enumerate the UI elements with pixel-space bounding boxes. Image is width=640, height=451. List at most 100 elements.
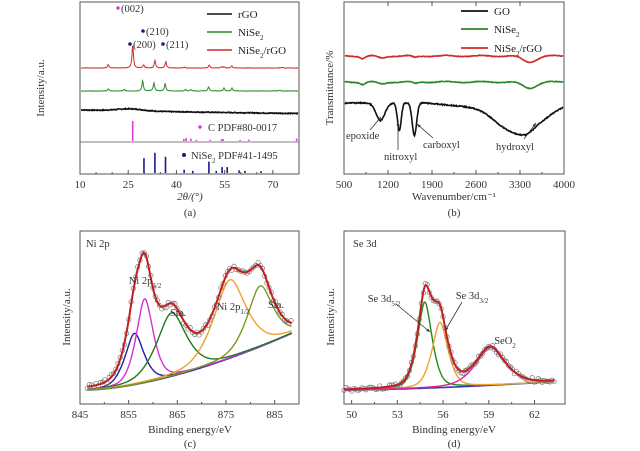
panel-c-xps-ni2p: Ni 2p 845 855 865 875 885 Ni 2p3/2 Sta. Ni 2p1… bbox=[61, 230, 300, 450]
peak-annotation: Ni 2p1/2 bbox=[217, 302, 250, 316]
peak-annotation: Ni 2p3/2 bbox=[129, 276, 162, 290]
band-annotation: hydroxyl bbox=[496, 142, 534, 153]
band-annotation: carboxyl bbox=[423, 140, 460, 151]
panel-d-frame bbox=[343, 230, 566, 405]
panel-a-label: (a) bbox=[184, 207, 197, 219]
legend-label: NiSe2 bbox=[494, 24, 520, 39]
x-tick-label: 4000 bbox=[553, 179, 576, 191]
panel-d-xps-se3d: Se 3d 50 53 56 59 62 Se 3d5/2 Se 3d3/2 SeO2 In… bbox=[325, 230, 566, 450]
panel-d-series bbox=[341, 280, 557, 394]
panel-b-label: (b) bbox=[448, 207, 461, 219]
panel-c-x-label: Binding energy/eV bbox=[148, 424, 232, 436]
legend-label: NiSe2 bbox=[238, 27, 264, 42]
legend-label: NiSe2/rGO bbox=[494, 43, 542, 58]
legend-label: NiSe2/rGO bbox=[238, 45, 286, 60]
x-tick-label: 10 bbox=[75, 179, 87, 191]
panel-d-x-ticks: 50 53 56 59 62 bbox=[346, 400, 540, 421]
x-tick-label: 40 bbox=[171, 179, 183, 191]
peak-annotation: (002) bbox=[121, 4, 144, 15]
panel-b-series bbox=[344, 54, 564, 138]
series-line-rgo bbox=[81, 107, 299, 116]
arrow-head-icon bbox=[417, 124, 421, 128]
panel-a-frame bbox=[79, 1, 300, 175]
series-line-nise2 bbox=[80, 78, 299, 92]
x-tick-label: 875 bbox=[218, 409, 235, 421]
peak-annotation: SeO2 bbox=[494, 336, 516, 350]
diamond-marker-icon bbox=[197, 124, 203, 130]
x-tick-label: 55 bbox=[219, 179, 231, 191]
x-tick-label: 885 bbox=[266, 409, 283, 421]
x-tick-label: 25 bbox=[123, 179, 135, 191]
data-point-circle bbox=[255, 259, 261, 265]
legend-label: GO bbox=[494, 6, 510, 18]
arrow-head-icon bbox=[396, 122, 400, 126]
x-tick-label: 2600 bbox=[465, 179, 488, 191]
arrow-head-icon bbox=[426, 328, 430, 332]
panel-a-series bbox=[80, 45, 299, 116]
x-tick-label: 70 bbox=[267, 179, 279, 191]
panel-c-title: Ni 2p bbox=[86, 239, 110, 250]
peak-annotation: Se 3d3/2 bbox=[456, 291, 489, 305]
panel-b-y-label: Transmittance/% bbox=[324, 51, 336, 126]
data-point-circle bbox=[470, 361, 476, 367]
circle-marker-icon bbox=[128, 42, 132, 46]
arrow-head-icon bbox=[445, 327, 449, 331]
panel-b-legend: GO NiSe2 NiSe2/rGO bbox=[461, 6, 542, 58]
panel-c-series bbox=[84, 250, 294, 391]
panel-a-x-label: 2θ/(°) bbox=[177, 191, 203, 203]
panel-d-x-label: Binding energy/eV bbox=[412, 424, 496, 436]
panel-a-reference-sticks: C PDF#80-0017 NiSe2 PDF#41-1495 bbox=[131, 121, 298, 173]
peak-annotation: (210) bbox=[146, 27, 169, 38]
series-line-nise2-rgo bbox=[81, 45, 299, 69]
fit-component-line bbox=[87, 285, 292, 391]
arrow-line bbox=[395, 303, 431, 333]
arrow-head-icon bbox=[532, 123, 536, 127]
panel-d-annotations: Se 3d5/2 Se 3d3/2 SeO2 bbox=[368, 291, 517, 350]
band-annotation: epoxide bbox=[346, 131, 380, 142]
fit-component-line bbox=[87, 298, 292, 390]
panel-a-xrd: 10 25 40 55 70 C PDF#80-0017 NiSe2 PDF#41-149… bbox=[35, 1, 300, 219]
circle-marker-icon bbox=[141, 29, 145, 33]
data-point-circle bbox=[436, 301, 442, 307]
envelope-fit-line bbox=[344, 284, 555, 391]
x-tick-label: 1200 bbox=[377, 179, 400, 191]
envelope-fit-line bbox=[87, 251, 292, 388]
x-tick-label: 56 bbox=[438, 409, 450, 421]
legend-label: rGO bbox=[238, 9, 258, 21]
circle-marker-icon bbox=[161, 42, 165, 46]
peak-annotation: Sta. bbox=[170, 308, 186, 319]
diamond-marker-icon bbox=[115, 5, 121, 11]
circle-marker-icon bbox=[182, 153, 186, 157]
panel-c-frame bbox=[79, 230, 300, 405]
arrow-line bbox=[444, 301, 463, 332]
x-tick-label: 62 bbox=[529, 409, 540, 421]
peak-annotation: (211) bbox=[166, 40, 189, 51]
panel-b-annotations: epoxide nitroxyl carboxyl hydroxyl bbox=[346, 116, 537, 163]
reference-label-c: C PDF#80-0017 bbox=[208, 123, 277, 134]
x-tick-label: 845 bbox=[72, 409, 89, 421]
series-line-nise2-rgo bbox=[344, 54, 564, 64]
panel-d-y-label: Intensity/a.u. bbox=[325, 288, 337, 346]
x-tick-label: 59 bbox=[483, 409, 495, 421]
panel-b-x-ticks: 500 1200 1900 2600 3300 4000 bbox=[336, 2, 576, 191]
panel-d-title: Se 3d bbox=[353, 239, 377, 250]
x-tick-label: 3300 bbox=[509, 179, 532, 191]
peak-annotation: Sta. bbox=[268, 300, 284, 311]
panel-c-label: (c) bbox=[184, 438, 197, 450]
panel-a-x-ticks: 10 25 40 55 70 bbox=[75, 170, 279, 191]
arrow-head-icon bbox=[377, 117, 381, 121]
panel-c-annotations: Ni 2p3/2 Sta. Ni 2p1/2 Sta. bbox=[129, 276, 284, 319]
panel-d-label: (d) bbox=[448, 438, 461, 450]
panel-c-y-label: Intensity/a.u. bbox=[61, 288, 73, 346]
x-tick-label: 50 bbox=[346, 409, 358, 421]
x-tick-label: 865 bbox=[169, 409, 186, 421]
panel-c-x-ticks: 845 855 865 875 885 bbox=[72, 400, 283, 421]
peak-annotation: (200) bbox=[133, 40, 156, 51]
series-line-nise2 bbox=[344, 80, 564, 90]
reference-label-nise2: NiSe2 PDF#41-1495 bbox=[191, 151, 278, 165]
band-annotation: nitroxyl bbox=[384, 152, 417, 163]
x-tick-label: 855 bbox=[120, 409, 137, 421]
series-line-go bbox=[344, 101, 564, 138]
panel-a-legend: rGO NiSe2 NiSe2/rGO bbox=[207, 9, 286, 60]
panel-b-x-label: Wavenumber/cm⁻¹ bbox=[412, 191, 496, 203]
